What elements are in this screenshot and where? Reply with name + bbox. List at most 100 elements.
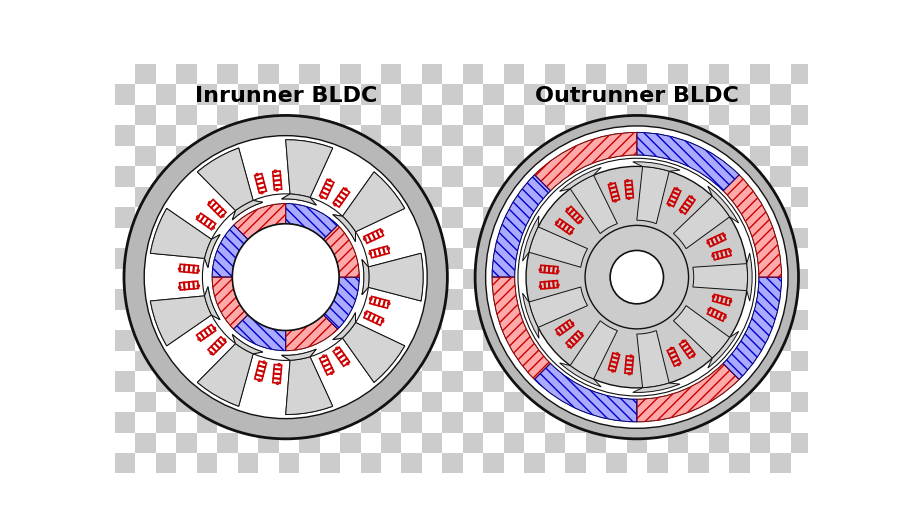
Bar — [381, 146, 401, 166]
Bar — [708, 64, 729, 85]
Bar — [504, 371, 525, 392]
Bar — [443, 412, 463, 433]
Bar — [647, 310, 668, 330]
Bar — [586, 85, 607, 105]
Bar — [299, 351, 320, 371]
Bar — [320, 351, 340, 371]
Bar — [708, 392, 729, 412]
Bar — [176, 310, 197, 330]
Bar — [238, 453, 258, 473]
Bar — [708, 43, 729, 64]
Bar — [729, 330, 750, 351]
Bar — [422, 228, 443, 248]
Bar — [483, 289, 504, 310]
Polygon shape — [523, 216, 539, 261]
Bar — [565, 64, 586, 85]
Bar — [258, 351, 279, 371]
Bar — [361, 392, 381, 412]
Bar — [176, 330, 197, 351]
Bar — [668, 412, 688, 433]
Bar — [443, 289, 463, 310]
Bar — [607, 248, 626, 269]
Bar — [217, 228, 238, 248]
Bar — [217, 412, 238, 433]
Bar — [688, 85, 708, 105]
Bar — [361, 64, 381, 85]
Bar — [463, 269, 483, 289]
Bar — [626, 289, 647, 310]
Bar — [607, 43, 626, 64]
Bar — [197, 453, 217, 473]
Bar — [544, 412, 565, 433]
Bar — [299, 207, 320, 228]
Bar — [156, 351, 176, 371]
Polygon shape — [633, 162, 680, 171]
Bar — [115, 85, 135, 105]
Bar — [668, 248, 688, 269]
Bar — [217, 105, 238, 126]
Bar — [770, 105, 791, 126]
Bar — [626, 105, 647, 126]
Bar — [483, 228, 504, 248]
Bar — [626, 269, 647, 289]
Bar — [217, 207, 238, 228]
Bar — [750, 269, 770, 289]
Polygon shape — [232, 335, 263, 354]
Bar — [217, 248, 238, 269]
Polygon shape — [204, 235, 220, 268]
Bar — [708, 146, 729, 166]
Bar — [708, 351, 729, 371]
Bar — [463, 453, 483, 473]
Bar — [340, 64, 361, 85]
Polygon shape — [693, 264, 748, 290]
Bar — [197, 433, 217, 453]
Bar — [525, 146, 544, 166]
Bar — [647, 392, 668, 412]
Bar — [791, 392, 811, 412]
Bar — [463, 351, 483, 371]
Bar — [443, 187, 463, 207]
Bar — [770, 43, 791, 64]
Bar — [504, 269, 525, 289]
Bar — [422, 248, 443, 269]
Bar — [217, 43, 238, 64]
Bar — [504, 85, 525, 105]
Polygon shape — [285, 357, 333, 414]
Bar — [422, 269, 443, 289]
Polygon shape — [343, 172, 405, 232]
Polygon shape — [204, 287, 220, 320]
Bar — [708, 207, 729, 228]
Bar — [176, 453, 197, 473]
Polygon shape — [343, 172, 405, 232]
Bar — [443, 330, 463, 351]
Bar — [279, 248, 299, 269]
Polygon shape — [529, 227, 588, 267]
Bar — [586, 43, 607, 64]
Bar — [708, 269, 729, 289]
Bar — [544, 269, 565, 289]
Bar — [586, 412, 607, 433]
Bar — [586, 248, 607, 269]
Bar — [544, 85, 565, 105]
Bar — [422, 146, 443, 166]
Bar — [156, 310, 176, 330]
Polygon shape — [560, 363, 601, 387]
Polygon shape — [637, 330, 670, 388]
Circle shape — [144, 136, 427, 419]
Bar — [607, 166, 626, 187]
Bar — [770, 269, 791, 289]
Bar — [135, 310, 156, 330]
Bar — [483, 105, 504, 126]
Bar — [626, 85, 647, 105]
Bar — [668, 105, 688, 126]
Bar — [217, 146, 238, 166]
Bar — [422, 330, 443, 351]
Wedge shape — [234, 204, 285, 239]
Bar — [115, 166, 135, 187]
Bar — [504, 207, 525, 228]
Bar — [176, 289, 197, 310]
Bar — [197, 269, 217, 289]
Bar — [238, 228, 258, 248]
Bar — [565, 269, 586, 289]
Bar — [422, 433, 443, 453]
